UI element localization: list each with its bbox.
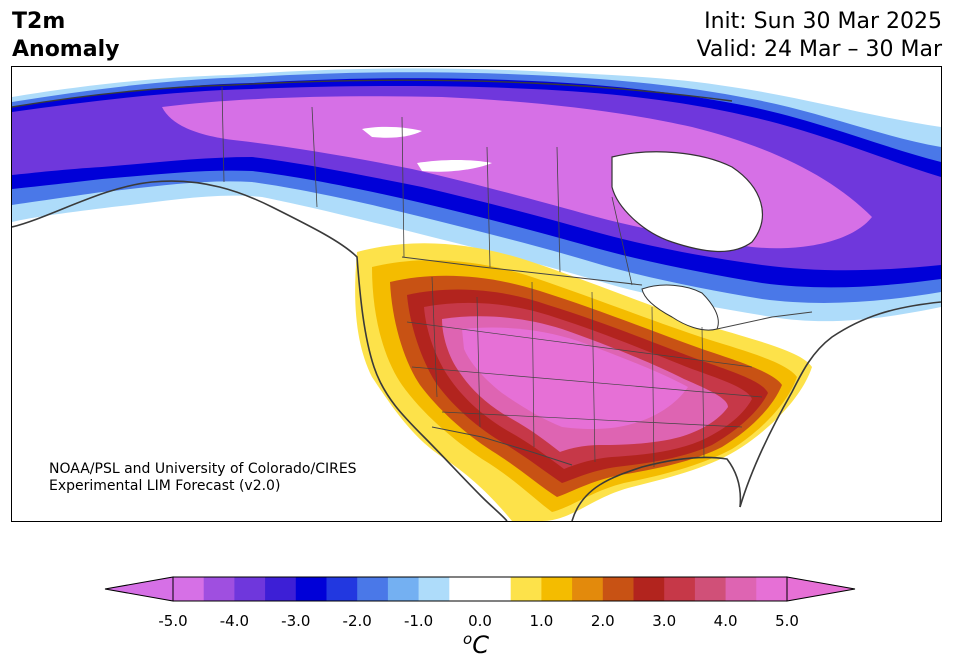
- colorbar-tick-label: -5.0: [158, 612, 188, 630]
- colorbar-bin: [633, 577, 665, 601]
- colorbar-bin: [418, 577, 450, 601]
- colorbar-tick-label: 5.0: [775, 612, 799, 630]
- us-states: [406, 276, 763, 468]
- colorbar-frame: [172, 576, 788, 602]
- title-line-2: Anomaly: [12, 37, 120, 62]
- us-canada-border: [401, 256, 813, 330]
- colorbar-tick-label: -4.0: [219, 612, 250, 630]
- colorbar-tick-label: 3.0: [652, 612, 677, 630]
- colorbar-bin: [480, 577, 512, 601]
- colorbar-bin: [295, 577, 327, 601]
- anomaly-map: [11, 66, 942, 522]
- pacific-coastline: [12, 180, 508, 521]
- colorbar-bin: [572, 577, 604, 601]
- colorbar-bin: [602, 577, 634, 601]
- title-line-1: T2m: [12, 9, 66, 34]
- forecast-dates: Init: Sun 30 Mar 2025 Valid: 24 Mar – 30…: [697, 8, 942, 64]
- colorbar-bin: [449, 577, 481, 601]
- colorbar-bin: [510, 577, 542, 601]
- colorbar-tick-label: 2.0: [590, 612, 615, 630]
- colorbar-bin: [173, 577, 205, 601]
- colorbar-tick-label: 0.0: [468, 612, 492, 630]
- colorbar-bin: [387, 577, 420, 601]
- colorbar-extend-high: [786, 576, 856, 602]
- us-mexico-border: [431, 426, 573, 466]
- colorbar-bin: [203, 577, 235, 601]
- colorbar-tick-label: -3.0: [281, 612, 311, 630]
- colorbar-unit: oC: [463, 630, 489, 659]
- plot-title: T2m Anomaly: [12, 8, 119, 64]
- canada-provinces: [221, 86, 633, 286]
- unit-superscript: o: [463, 630, 473, 648]
- gulf-coastline: [571, 456, 742, 521]
- warm-band-peak: [462, 327, 688, 429]
- colorbar-tick-label: 4.0: [713, 612, 738, 630]
- colorbar-bin: [234, 577, 266, 601]
- arctic-island-2: [417, 160, 492, 172]
- colorbar-bin: [541, 577, 573, 601]
- greenland: [611, 151, 763, 252]
- colorbar-tick-label: -2.0: [342, 612, 372, 630]
- colorbar-bin: [725, 577, 757, 601]
- colorbar-bin: [664, 577, 696, 601]
- credit-line-1: NOAA/PSL and University of Colorado/CIRE…: [49, 461, 357, 477]
- atlantic-coastline: [739, 301, 941, 508]
- colorbar: [104, 576, 856, 602]
- colorbar-bin: [326, 577, 358, 601]
- arctic-coastline: [12, 79, 733, 108]
- colorbar-extend-low: [104, 576, 174, 602]
- valid-range: Valid: 24 Mar – 30 Mar: [696, 37, 942, 62]
- credit-line-2: Experimental LIM Forecast (v2.0): [49, 478, 281, 494]
- colorbar-bin: [357, 577, 389, 601]
- colorbar-bin: [756, 577, 788, 601]
- arctic-island-1: [362, 126, 422, 138]
- map-canvas: [12, 68, 941, 521]
- colorbar-tick-label: -1.0: [403, 612, 434, 630]
- colorbar-tick-label: 1.0: [529, 612, 554, 630]
- colorbar-bin: [694, 577, 727, 601]
- unit-base: C: [472, 631, 489, 659]
- credit-text: NOAA/PSL and University of Colorado/CIRE…: [49, 461, 357, 495]
- colorbar-bin: [265, 577, 297, 601]
- init-date: Init: Sun 30 Mar 2025: [704, 9, 942, 34]
